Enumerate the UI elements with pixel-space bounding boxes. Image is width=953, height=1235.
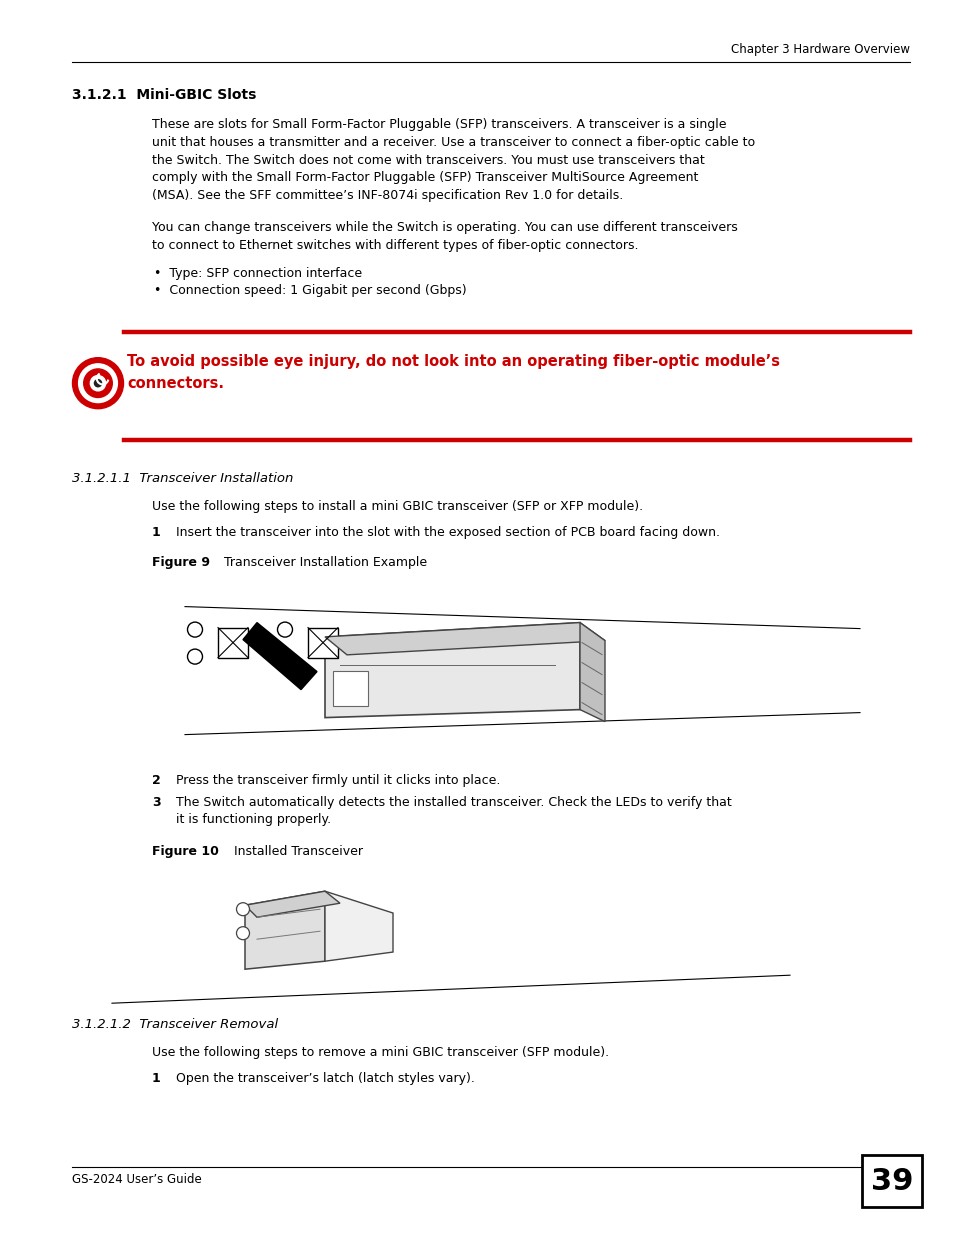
Text: to connect to Ethernet switches with different types of fiber-optic connectors.: to connect to Ethernet switches with dif… (152, 238, 638, 252)
Text: The Switch automatically detects the installed transceiver. Check the LEDs to ve: The Switch automatically detects the ins… (175, 795, 731, 809)
Text: Installed Transceiver: Installed Transceiver (233, 845, 363, 858)
Polygon shape (325, 622, 604, 655)
Polygon shape (245, 892, 339, 918)
Text: connectors.: connectors. (127, 377, 224, 391)
Circle shape (188, 622, 202, 637)
Bar (862, 1155, 921, 1207)
Text: 1: 1 (152, 1072, 161, 1086)
Polygon shape (245, 892, 325, 969)
Text: Press the transceiver firmly until it clicks into place.: Press the transceiver firmly until it cl… (175, 774, 500, 787)
Text: 3: 3 (152, 795, 160, 809)
Circle shape (236, 903, 250, 915)
Text: the Switch. The Switch does not come with transceivers. You must use transceiver: the Switch. The Switch does not come wit… (152, 153, 704, 167)
Text: Insert the transceiver into the slot with the exposed section of PCB board facin: Insert the transceiver into the slot wit… (175, 526, 720, 538)
Text: Transceiver Installation Example: Transceiver Installation Example (224, 556, 427, 569)
Circle shape (84, 369, 112, 398)
Circle shape (72, 358, 123, 409)
Text: it is functioning properly.: it is functioning properly. (175, 814, 331, 826)
Text: unit that houses a transmitter and a receiver. Use a transceiver to connect a fi: unit that houses a transmitter and a rec… (152, 136, 755, 148)
Bar (308, 627, 337, 657)
Circle shape (277, 622, 293, 637)
Circle shape (78, 364, 117, 403)
Text: These are slots for Small Form-Factor Pluggable (SFP) transceivers. A transceive: These are slots for Small Form-Factor Pl… (152, 119, 726, 131)
Text: Chapter 3 Hardware Overview: Chapter 3 Hardware Overview (730, 43, 909, 56)
Polygon shape (325, 622, 579, 718)
Text: 39: 39 (870, 1167, 912, 1195)
Text: (MSA). See the SFF committee’s INF-8074i specification Rev 1.0 for details.: (MSA). See the SFF committee’s INF-8074i… (152, 189, 622, 203)
Text: 2: 2 (152, 774, 161, 787)
Text: •  Connection speed: 1 Gigabit per second (Gbps): • Connection speed: 1 Gigabit per second… (153, 284, 466, 298)
Text: Figure 9: Figure 9 (152, 556, 210, 569)
Circle shape (188, 650, 202, 664)
Text: 3.1.2.1.1  Transceiver Installation: 3.1.2.1.1 Transceiver Installation (71, 472, 294, 485)
Text: Open the transceiver’s latch (latch styles vary).: Open the transceiver’s latch (latch styl… (175, 1072, 475, 1086)
Text: comply with the Small Form-Factor Pluggable (SFP) Transceiver MultiSource Agreem: comply with the Small Form-Factor Plugga… (152, 172, 698, 184)
Text: GS-2024 User’s Guide: GS-2024 User’s Guide (71, 1173, 201, 1186)
Bar (218, 627, 248, 657)
Text: 3.1.2.1  Mini-GBIC Slots: 3.1.2.1 Mini-GBIC Slots (71, 88, 256, 103)
Circle shape (94, 379, 101, 387)
Text: •  Type: SFP connection interface: • Type: SFP connection interface (153, 267, 362, 279)
Text: Use the following steps to install a mini GBIC transceiver (SFP or XFP module).: Use the following steps to install a min… (152, 500, 642, 514)
Polygon shape (579, 622, 604, 721)
Text: To avoid possible eye injury, do not look into an operating fiber-optic module’s: To avoid possible eye injury, do not loo… (127, 354, 780, 369)
Circle shape (91, 375, 106, 390)
Text: 1: 1 (152, 526, 161, 538)
Circle shape (236, 926, 250, 940)
Polygon shape (243, 622, 316, 689)
Text: Figure 10: Figure 10 (152, 845, 218, 858)
Text: 3.1.2.1.2  Transceiver Removal: 3.1.2.1.2 Transceiver Removal (71, 1018, 278, 1031)
Text: You can change transceivers while the Switch is operating. You can use different: You can change transceivers while the Sw… (152, 221, 737, 233)
Bar (333, 671, 368, 705)
Polygon shape (325, 892, 393, 961)
Text: Use the following steps to remove a mini GBIC transceiver (SFP module).: Use the following steps to remove a mini… (152, 1046, 608, 1060)
